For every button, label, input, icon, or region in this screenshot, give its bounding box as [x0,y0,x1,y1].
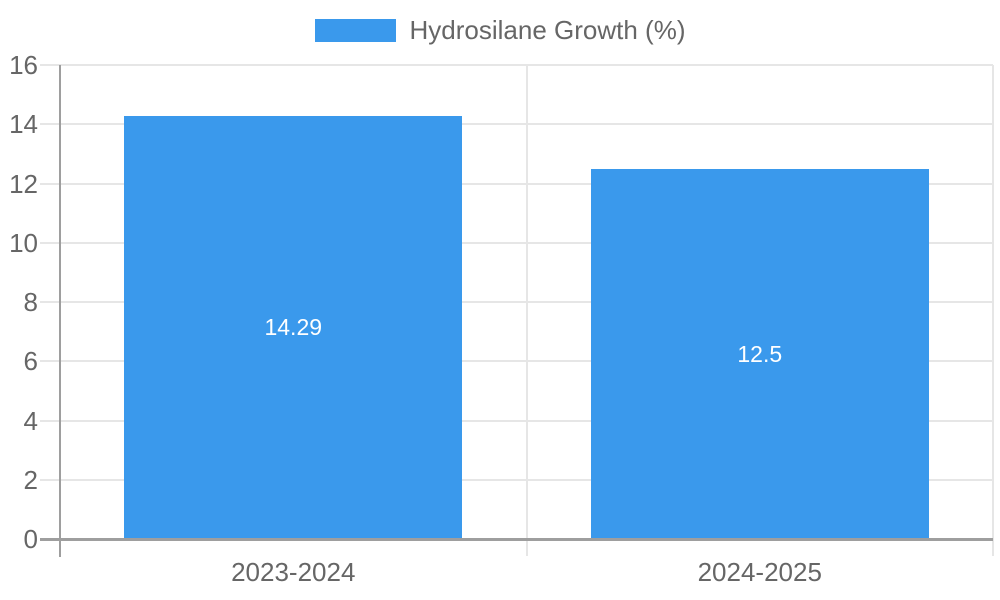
legend-label: Hydrosilane Growth (%) [409,14,686,45]
y-axis-tick-label: 16 [9,50,38,80]
y-axis-tick-label: 12 [9,168,38,199]
y-gridline [40,64,993,66]
y-gridline [40,419,993,422]
y-gridline [40,478,993,481]
y-gridline [40,301,993,303]
x-axis-tick-label: 2023-2024 [231,557,356,587]
y-axis-line [59,65,61,557]
category-boundary-gridline [992,65,994,556]
y-axis-tick-label: 2 [23,464,38,495]
bar-value-label: 12.5 [737,340,783,367]
y-axis-tick-label: 4 [23,405,38,436]
chart-legend[interactable]: Hydrosilane Growth (%) [0,14,1000,46]
y-gridline [40,182,993,185]
x-axis-tick-label: 2024-2025 [697,557,822,587]
y-gridline [40,123,993,126]
y-axis-tick-label: 0 [23,524,38,554]
y-gridline [40,360,993,363]
y-axis-tick-label: 6 [23,346,38,377]
y-gridline [40,241,993,244]
bar-2023-2024[interactable] [124,115,463,539]
y-axis-tick-label: 10 [9,227,38,258]
x-axis-line [40,537,993,541]
category-boundary-gridline [525,65,528,556]
y-axis-tick-label: 14 [9,109,38,140]
y-axis-tick-label: 8 [23,287,38,317]
bar-2024-2025[interactable] [590,168,929,539]
legend-swatch-icon [314,18,396,42]
bar-value-label: 14.29 [264,314,323,341]
